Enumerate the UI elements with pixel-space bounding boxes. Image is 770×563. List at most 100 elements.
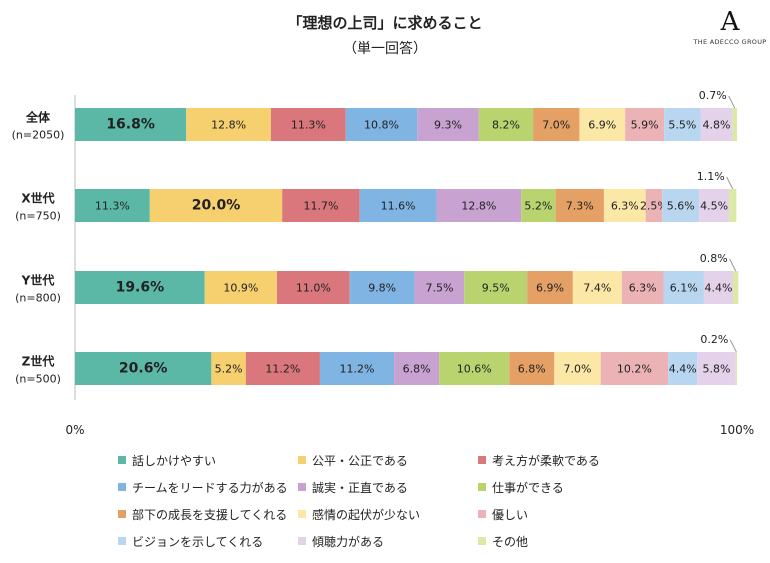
bar-segment xyxy=(625,108,665,141)
data-label: 16.8% xyxy=(106,117,155,133)
bar-segment xyxy=(75,271,205,304)
bar-segment xyxy=(733,271,739,304)
bar-segment xyxy=(732,108,737,141)
legend-label: 優しい xyxy=(492,508,529,522)
callout-line xyxy=(729,258,737,272)
bar-segment xyxy=(645,189,663,222)
bar-segment xyxy=(345,108,418,141)
bar-segment xyxy=(600,352,669,385)
bar-segment xyxy=(414,271,465,304)
legend-item: 仕事ができる xyxy=(478,479,564,496)
x-tick-label-100: 100% xyxy=(720,423,754,437)
bar-segment xyxy=(75,108,187,141)
bar-segment xyxy=(521,189,556,222)
legend-label: 仕事ができる xyxy=(492,481,564,495)
bar-segment xyxy=(75,189,150,222)
data-label: 0.7% xyxy=(699,89,727,102)
chart-title: 「理想の上司」に求めること xyxy=(287,14,483,32)
data-label: 19.6% xyxy=(116,280,165,296)
callout-line xyxy=(728,95,736,109)
legend-item: 考え方が柔軟である xyxy=(478,452,600,469)
data-label: 11.2% xyxy=(340,363,375,376)
legend-swatch xyxy=(118,483,126,491)
chart-subtitle: （単一回答） xyxy=(343,41,427,57)
legend-swatch xyxy=(298,510,306,518)
data-label: 0.2% xyxy=(700,333,728,346)
legend-swatch xyxy=(298,537,306,545)
legend-swatch xyxy=(298,456,306,464)
legend-label: 傾聴力がある xyxy=(312,535,385,549)
row-sample-size: (n=500) xyxy=(15,373,61,386)
data-label: 9.8% xyxy=(368,282,396,295)
bar-segment xyxy=(603,189,646,222)
data-label: 9.5% xyxy=(482,282,510,295)
data-label: 1.1% xyxy=(697,170,725,183)
data-label: 11.3% xyxy=(291,119,326,132)
legend-item: 優しい xyxy=(478,506,528,523)
bar-segment xyxy=(149,189,283,222)
data-label: 0.8% xyxy=(700,252,728,265)
stacked-bar-chart: 0% 100% 全体 (n=2050) 16.8% 12.8% 11.3% 10.8% 9.3%… xyxy=(12,89,755,437)
bar-segment xyxy=(394,352,440,385)
row-label: Z世代 xyxy=(22,354,55,369)
bar-segment xyxy=(186,108,271,141)
data-label: 6.8% xyxy=(403,363,431,376)
bar-segment xyxy=(464,271,528,304)
bar-segment xyxy=(245,352,320,385)
data-label: 10.2% xyxy=(617,363,652,376)
data-label: 9.3% xyxy=(434,119,462,132)
data-label: 5.6% xyxy=(667,200,695,213)
data-label: 7.3% xyxy=(566,200,594,213)
bar-segment xyxy=(509,352,555,385)
data-label: 7.4% xyxy=(583,282,611,295)
data-label: 7.5% xyxy=(425,282,453,295)
bar-segment xyxy=(579,108,626,141)
bar-segment xyxy=(478,108,534,141)
data-label: 11.0% xyxy=(296,282,331,295)
legend-label: チームをリードする力がある xyxy=(132,481,288,495)
data-label: 5.2% xyxy=(215,363,243,376)
legend-swatch xyxy=(478,537,486,545)
legend-swatch xyxy=(478,510,486,518)
bar-segment xyxy=(703,271,734,304)
bar-segment xyxy=(527,271,573,304)
data-label: 12.8% xyxy=(211,119,246,132)
callout-line xyxy=(729,339,737,353)
data-label: 5.2% xyxy=(524,200,552,213)
data-label: 4.8% xyxy=(703,119,731,132)
bar-segment xyxy=(417,108,479,141)
adecco-logo: A THE ADECCO GROUP xyxy=(690,8,770,46)
legend-item: 誠実・正直である xyxy=(298,479,408,496)
bar-segment xyxy=(697,352,736,385)
bar-segment xyxy=(359,189,437,222)
row-label: X世代 xyxy=(21,191,54,206)
bar-segment xyxy=(533,108,580,141)
legend-label: 話しかけやすい xyxy=(132,454,217,468)
legend-swatch xyxy=(118,537,126,545)
data-label: 20.0% xyxy=(192,198,241,214)
legend-label: 考え方が柔軟である xyxy=(492,454,600,468)
row-sample-size: (n=2050) xyxy=(12,129,65,142)
bar-segment xyxy=(204,271,277,304)
data-label: 6.8% xyxy=(518,363,546,376)
bar-segment xyxy=(270,108,346,141)
bar-segment xyxy=(436,189,522,222)
legend-label: 感情の起伏が少ない xyxy=(312,508,421,522)
legend-label: 部下の成長を支援してくれる xyxy=(132,508,288,522)
bar-segment xyxy=(729,189,737,222)
legend-swatch xyxy=(478,483,486,491)
bar-segment xyxy=(664,108,701,141)
legend-label: 公平・公正である xyxy=(312,454,408,468)
data-label: 4.5% xyxy=(700,200,728,213)
data-label: 5.5% xyxy=(668,119,696,132)
data-label: 11.7% xyxy=(303,200,338,213)
data-label: 5.8% xyxy=(703,363,731,376)
data-label: 4.4% xyxy=(704,282,732,295)
callout-line xyxy=(726,176,734,190)
bar-segment xyxy=(211,352,246,385)
legend-item: 部下の成長を支援してくれる xyxy=(118,506,287,523)
legend-item: 話しかけやすい xyxy=(118,452,216,469)
legend-swatch xyxy=(298,483,306,491)
legend-item: チームをリードする力がある xyxy=(118,479,288,496)
bar-segment xyxy=(439,352,510,385)
